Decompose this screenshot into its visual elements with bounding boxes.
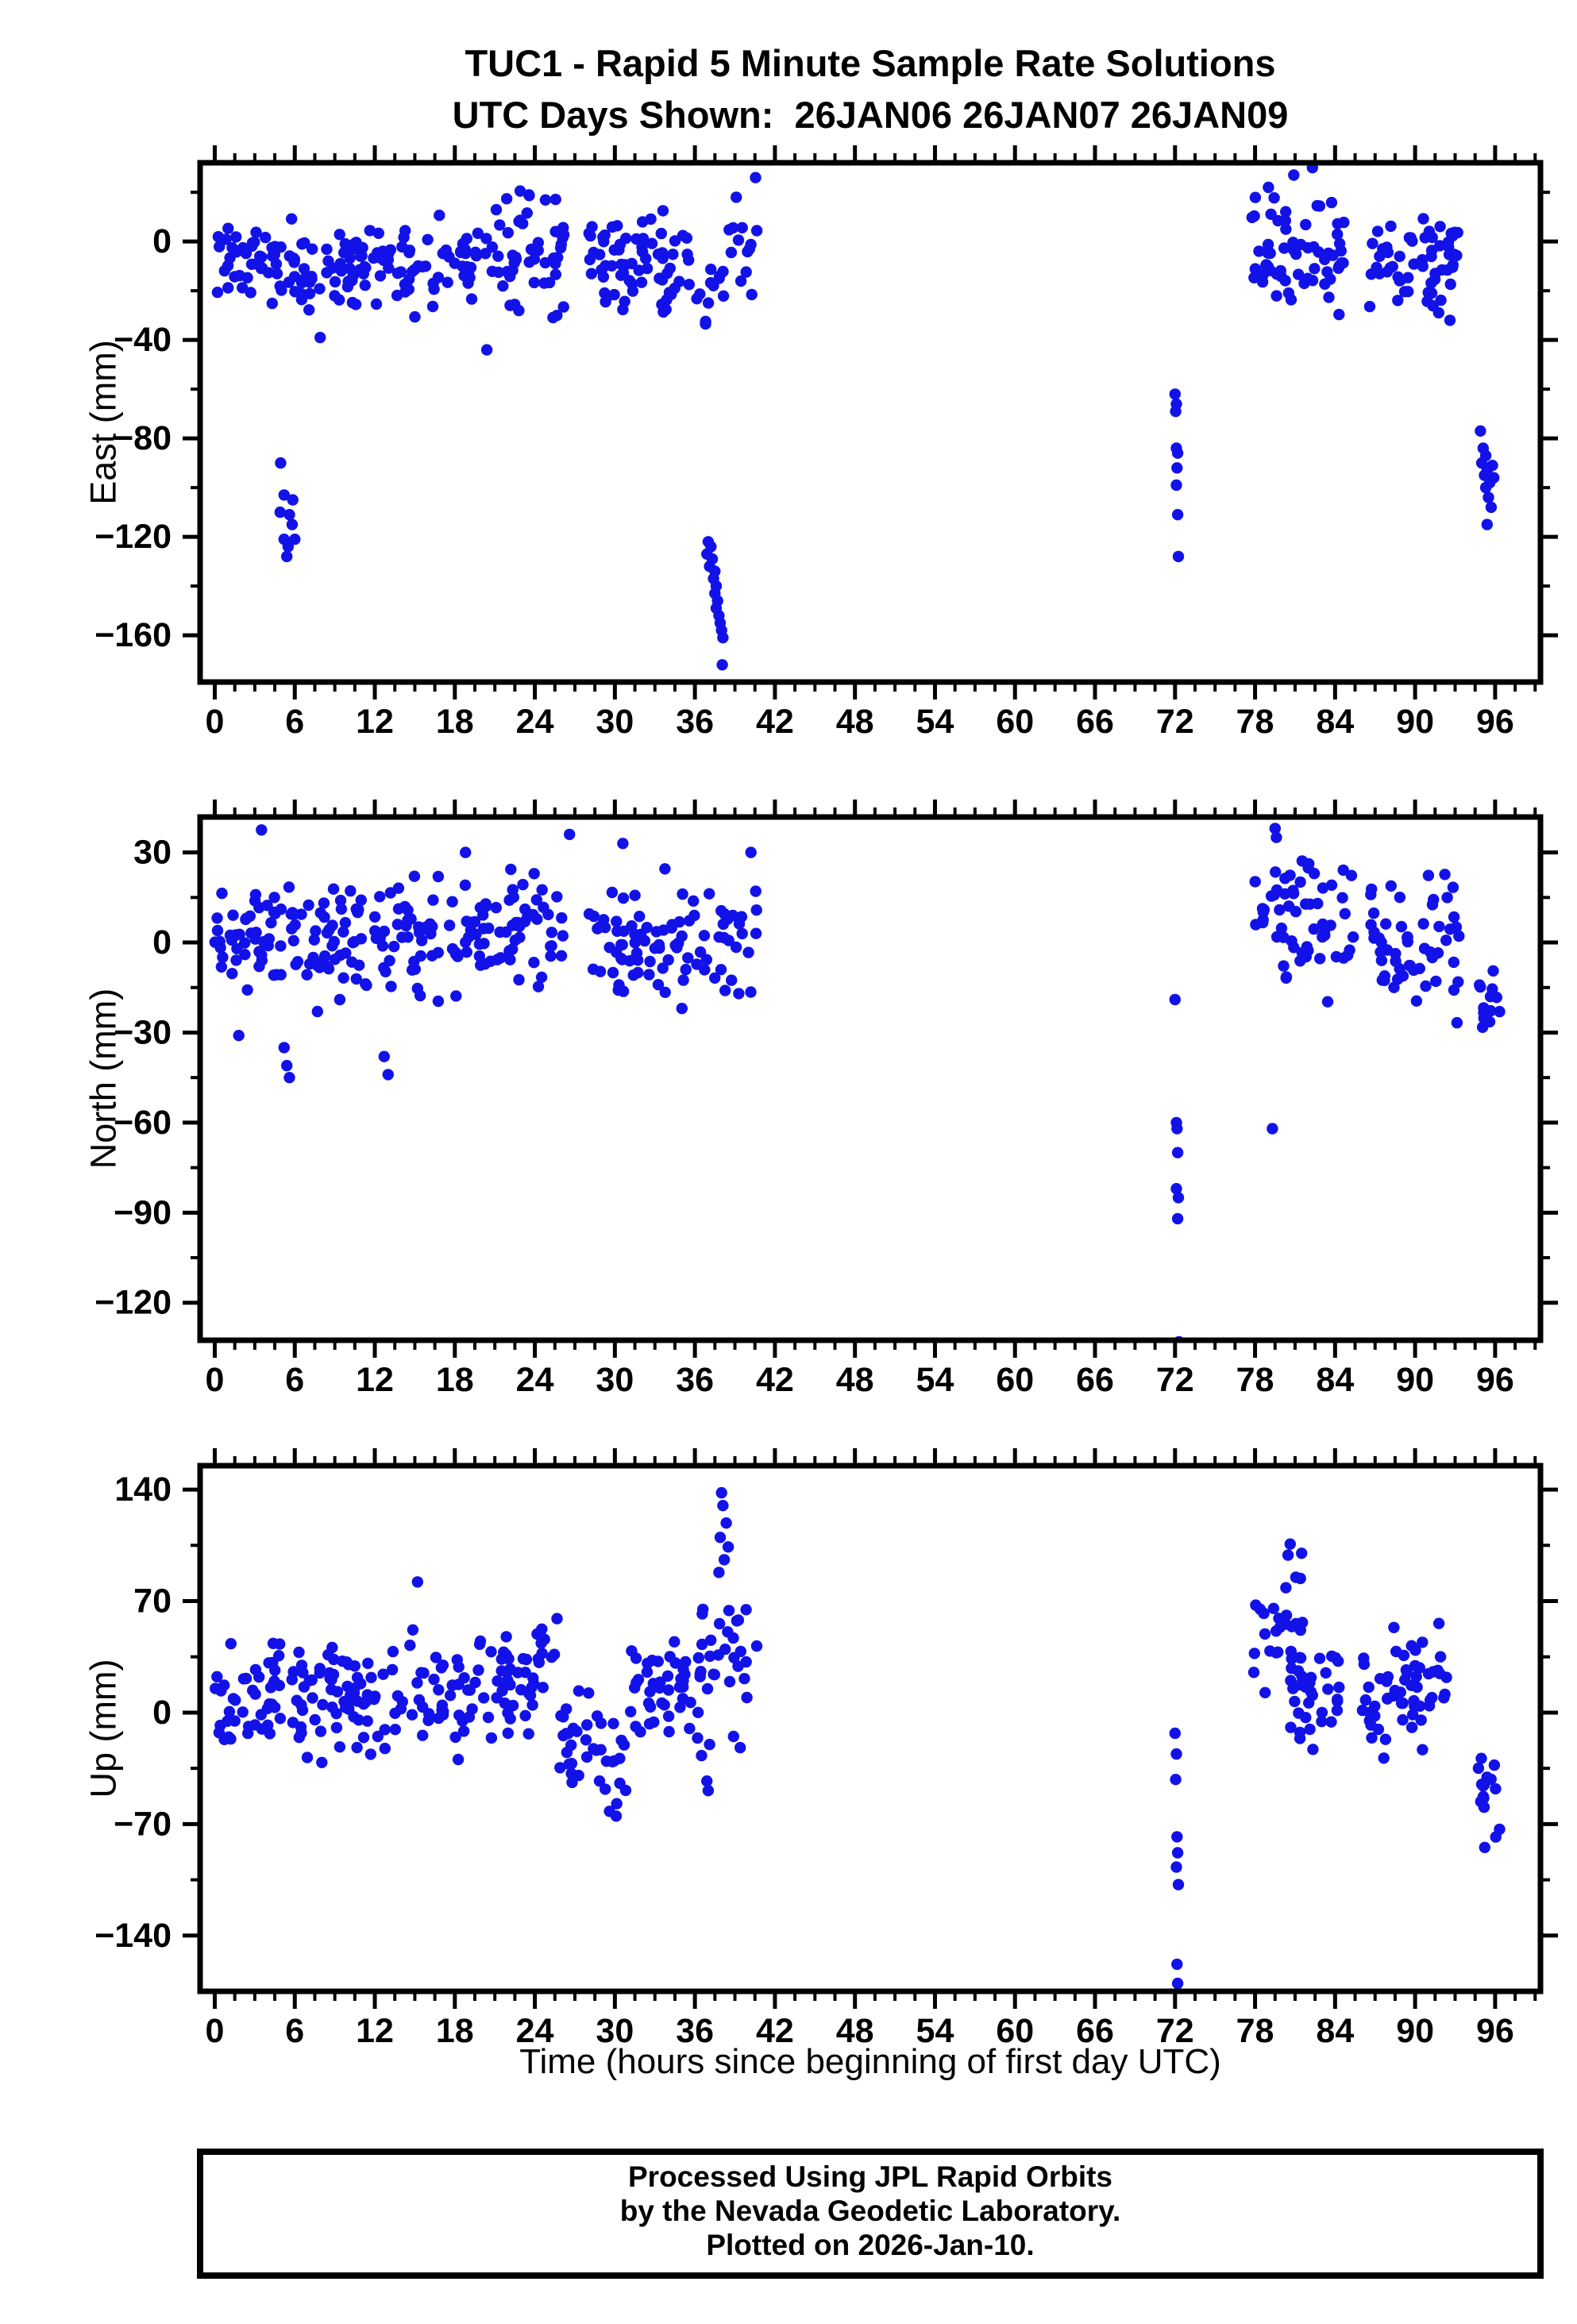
svg-text:60: 60	[996, 2012, 1034, 2050]
east-axis-title: East (mm)	[83, 340, 124, 505]
up-data-points	[210, 1486, 1506, 1990]
svg-text:−80: −80	[114, 419, 172, 457]
svg-text:36: 36	[676, 1361, 714, 1399]
svg-text:84: 84	[1316, 1361, 1354, 1399]
svg-text:70: 70	[133, 1582, 172, 1621]
north-data-points	[209, 823, 1506, 1340]
svg-text:−60: −60	[114, 1104, 172, 1142]
svg-text:72: 72	[1156, 1361, 1194, 1399]
svg-text:96: 96	[1476, 2012, 1514, 2050]
svg-text:−140: −140	[94, 1917, 172, 1955]
svg-text:30: 30	[596, 703, 634, 741]
svg-text:42: 42	[756, 2012, 794, 2050]
north-x-tick-labels: 0 6 12 18 24 30 36 42 48 54 60 66 72 78 84 90 96	[206, 1361, 1514, 1399]
svg-text:48: 48	[836, 1361, 874, 1399]
svg-text:66: 66	[1076, 1361, 1114, 1399]
up-y-tick-labels: 140 70 0 −70 −140	[94, 1470, 172, 1955]
svg-text:12: 12	[356, 703, 394, 741]
svg-text:24: 24	[516, 703, 554, 741]
svg-text:30: 30	[133, 834, 172, 872]
svg-text:78: 78	[1236, 1361, 1274, 1399]
svg-text:84: 84	[1316, 2012, 1354, 2050]
svg-text:−120: −120	[94, 1284, 172, 1322]
svg-text:0: 0	[152, 222, 172, 260]
svg-text:−160: −160	[94, 616, 172, 654]
svg-text:36: 36	[676, 2012, 714, 2050]
north-axis-title: North (mm)	[83, 989, 124, 1169]
svg-text:12: 12	[356, 2012, 394, 2050]
svg-text:140: 140	[114, 1470, 172, 1509]
svg-text:30: 30	[596, 1361, 634, 1399]
svg-text:72: 72	[1156, 2012, 1194, 2050]
svg-text:54: 54	[916, 2012, 954, 2050]
up-frame	[197, 1463, 1544, 1994]
footer-line-1: Processed Using JPL Rapid Orbits	[628, 2160, 1112, 2193]
chart-subtitle: UTC Days Shown: 26JAN06 26JAN07 26JAN09	[452, 94, 1289, 136]
x-axis-title: Time (hours since beginning of first day…	[519, 2042, 1221, 2081]
svg-text:0: 0	[206, 2012, 225, 2050]
svg-text:−30: −30	[114, 1013, 172, 1051]
svg-text:6: 6	[285, 1361, 304, 1399]
svg-text:18: 18	[436, 1361, 474, 1399]
svg-text:60: 60	[996, 703, 1034, 741]
svg-text:48: 48	[836, 703, 874, 741]
svg-text:18: 18	[436, 2012, 474, 2050]
svg-text:−90: −90	[114, 1193, 172, 1231]
svg-text:−120: −120	[94, 518, 172, 556]
east-y-tick-labels: 0 −40 −80 −120 −160	[94, 222, 172, 654]
svg-text:−40: −40	[114, 321, 172, 359]
footer-box: Processed Using JPL Rapid Orbits by the …	[197, 2149, 1544, 2279]
east-frame	[197, 160, 1544, 685]
svg-text:78: 78	[1236, 2012, 1274, 2050]
svg-text:54: 54	[916, 1361, 954, 1399]
east-x-tick-labels: 0 6 12 18 24 30 36 42 48 54 60 66 72 78 84 90 96	[206, 703, 1514, 741]
svg-text:42: 42	[756, 703, 794, 741]
svg-text:0: 0	[206, 703, 225, 741]
svg-text:78: 78	[1236, 703, 1274, 741]
svg-text:90: 90	[1396, 2012, 1434, 2050]
svg-text:0: 0	[206, 1361, 225, 1399]
svg-text:72: 72	[1156, 703, 1194, 741]
up-x-tick-labels: 0 6 12 18 24 30 36 42 48 54 60 66 72 78 84 90 96	[206, 2012, 1514, 2050]
svg-text:0: 0	[152, 1694, 172, 1732]
north-y-tick-labels: 30 0 −30 −60 −90 −120	[94, 834, 172, 1322]
svg-text:6: 6	[285, 2012, 304, 2050]
up-panel: 140 70 0 −70 −140 0 6 12 18 24 30 36 42 48 54 60 66 72 78 8…	[83, 1448, 1558, 2050]
svg-text:−70: −70	[114, 1805, 172, 1843]
east-data-points	[211, 163, 1500, 671]
svg-text:60: 60	[996, 1361, 1034, 1399]
svg-text:24: 24	[516, 2012, 554, 2050]
svg-text:48: 48	[836, 2012, 874, 2050]
svg-text:24: 24	[516, 1361, 554, 1399]
chart-title: TUC1 - Rapid 5 Minute Sample Rate Soluti…	[465, 42, 1276, 84]
svg-text:36: 36	[676, 703, 714, 741]
svg-text:96: 96	[1476, 703, 1514, 741]
svg-text:54: 54	[916, 703, 954, 741]
svg-text:42: 42	[756, 1361, 794, 1399]
up-axis-title: Up (mm)	[83, 1659, 124, 1798]
footer-line-2: by the Nevada Geodetic Laboratory.	[619, 2195, 1121, 2227]
svg-text:12: 12	[356, 1361, 394, 1399]
footer-line-3: Plotted on 2026-Jan-10.	[706, 2229, 1035, 2261]
svg-text:30: 30	[596, 2012, 634, 2050]
svg-text:90: 90	[1396, 1361, 1434, 1399]
svg-text:84: 84	[1316, 703, 1354, 741]
svg-text:66: 66	[1076, 2012, 1114, 2050]
east-ticks	[183, 145, 1558, 700]
svg-text:90: 90	[1396, 703, 1434, 741]
svg-text:0: 0	[152, 923, 172, 962]
svg-text:18: 18	[436, 703, 474, 741]
north-frame	[197, 814, 1544, 1343]
svg-text:6: 6	[285, 703, 304, 741]
east-panel: 0 −40 −80 −120 −160 0 6 12 18 24 30 36 42 48 54 60 66 72 7…	[83, 145, 1558, 741]
north-panel: 30 0 −30 −60 −90 −120 0 6 12 18 24 30 36 42 48 54 60 66 72…	[83, 800, 1558, 1399]
svg-text:96: 96	[1476, 1361, 1514, 1399]
svg-text:66: 66	[1076, 703, 1114, 741]
